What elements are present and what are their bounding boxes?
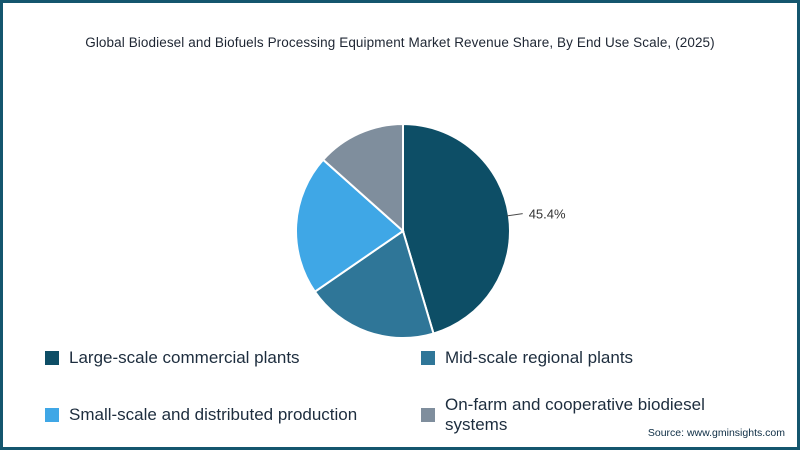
pie-slice: [295, 158, 405, 294]
pie-chart: 45.4%: [295, 122, 566, 339]
legend-label-mid-scale: Mid-scale regional plants: [445, 348, 634, 367]
pie-chart-area: 45.4%: [253, 99, 613, 379]
legend-item-large-scale: Large-scale commercial plants: [45, 348, 421, 368]
leader-line: [506, 213, 523, 217]
legend-item-on-farm: On-farm and cooperative biodiesel system…: [421, 395, 761, 435]
legend: Large-scale commercial plants Mid-scale …: [45, 348, 761, 435]
legend-label-on-farm: On-farm and cooperative biodiesel system…: [445, 395, 705, 434]
legend-label-small-scale: Small-scale and distributed production: [69, 405, 358, 424]
pie-data-label: 45.4%: [529, 207, 566, 222]
legend-swatch-mid-scale: [421, 351, 435, 365]
legend-swatch-small-scale: [45, 408, 59, 422]
chart-title: Global Biodiesel and Biofuels Processing…: [85, 35, 715, 50]
source-text: Source: www.gminsights.com: [647, 427, 785, 439]
pie-slice: [313, 229, 435, 339]
pie-slice: [321, 122, 404, 234]
pie-slices: [295, 122, 511, 339]
legend-label-large-scale: Large-scale commercial plants: [69, 348, 300, 367]
legend-swatch-large-scale: [45, 351, 59, 365]
legend-item-small-scale: Small-scale and distributed production: [45, 395, 421, 435]
legend-item-mid-scale: Mid-scale regional plants: [421, 348, 761, 368]
legend-swatch-on-farm: [421, 408, 435, 422]
